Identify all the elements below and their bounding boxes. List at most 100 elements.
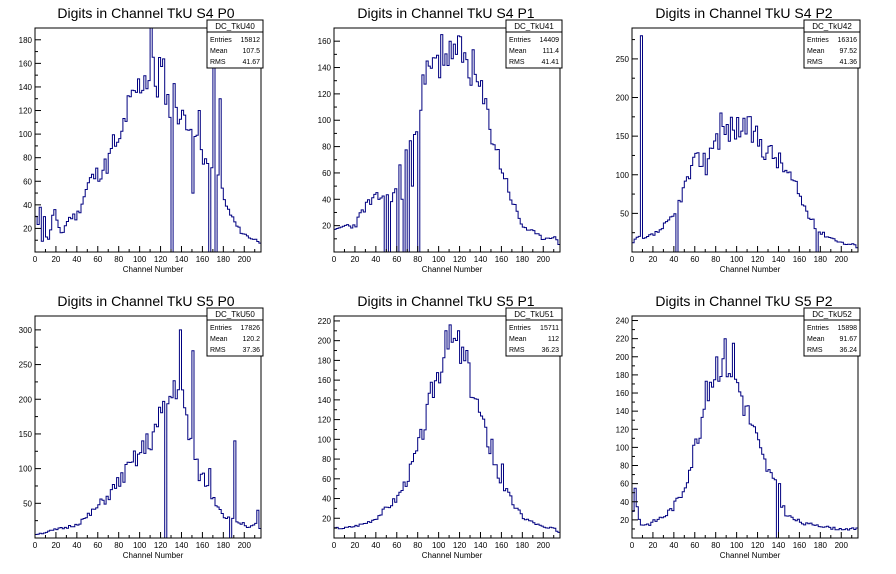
y-tick-label: 140 (318, 396, 332, 405)
histogram-panel: Digits in Channel TkU S5 P2 0 20 40 60 80 100 1… (616, 293, 861, 560)
histogram-panel: Digits in Channel TkU S4 P2 0 20 40 60 80 100 1… (616, 5, 861, 274)
histogram-line (34, 329, 262, 539)
plot-frame (631, 315, 859, 539)
y-tick-label: 200 (318, 337, 332, 346)
histogram-panel: Digits in Channel TkU S4 P1 0 20 40 60 80 100 1… (318, 5, 563, 274)
stats-name: DC_TkU41 (514, 22, 554, 31)
x-tick-label: 60 (690, 541, 699, 550)
y-tick-label: 40 (322, 195, 331, 204)
x-tick-label: 200 (238, 541, 252, 550)
histogram-title: Digits in Channel TkU S4 P2 (655, 5, 832, 21)
y-tick-label: 60 (322, 475, 331, 484)
stats-label: RMS (807, 347, 823, 354)
histogram-line (333, 34, 561, 253)
stats-name: DC_TkU51 (514, 310, 554, 319)
stats-box: DC_TkU41 Entries 14409 Mean 111.4 RMS 41.41 (505, 19, 563, 69)
stats-value: 41.36 (839, 59, 857, 66)
x-tick-label: 160 (793, 541, 807, 550)
x-tick-label: 140 (474, 541, 488, 550)
stats-label: Entries (210, 325, 232, 332)
x-tick-label: 0 (630, 541, 635, 550)
x-axis-label: Channel Number (123, 265, 184, 274)
x-tick-label: 100 (432, 255, 446, 264)
x-axis-label: Channel Number (422, 551, 483, 560)
x-tick-label: 140 (772, 255, 786, 264)
histogram-line (631, 338, 859, 539)
x-tick-label: 40 (72, 255, 81, 264)
y-tick-label: 100 (616, 171, 630, 180)
x-tick-label: 140 (175, 541, 189, 550)
stats-value: 15898 (838, 325, 858, 332)
x-tick-label: 200 (238, 255, 252, 264)
stats-label: RMS (509, 347, 525, 354)
x-tick-label: 140 (175, 255, 189, 264)
stats-label: Entries (807, 37, 829, 44)
y-tick-label: 250 (19, 361, 33, 370)
x-tick-label: 180 (217, 541, 231, 550)
x-tick-label: 0 (332, 255, 337, 264)
y-tick-label: 120 (616, 425, 630, 434)
stats-label: RMS (210, 347, 226, 354)
y-tick-label: 80 (322, 143, 331, 152)
histogram-title: Digits in Channel TkU S4 P1 (357, 5, 534, 21)
x-tick-label: 120 (453, 255, 467, 264)
x-tick-label: 80 (114, 255, 123, 264)
x-tick-label: 120 (453, 541, 467, 550)
y-tick-label: 20 (322, 514, 331, 523)
histogram-panel: Digits in Channel TkU S4 P0 0 20 40 60 80 100 1… (19, 5, 264, 274)
x-tick-label: 0 (332, 541, 337, 550)
y-tick-label: 100 (19, 465, 33, 474)
y-tick-label: 150 (19, 430, 33, 439)
x-tick-label: 100 (133, 255, 147, 264)
stats-label: Mean (509, 336, 527, 343)
x-tick-label: 200 (835, 255, 849, 264)
x-tick-label: 60 (93, 255, 102, 264)
y-tick-label: 220 (616, 335, 630, 344)
x-tick-label: 100 (730, 255, 744, 264)
y-tick-label: 160 (616, 389, 630, 398)
y-tick-label: 120 (19, 107, 33, 116)
y-tick-label: 20 (620, 516, 629, 525)
x-tick-label: 20 (350, 255, 359, 264)
stats-name: DC_TkU40 (215, 22, 255, 31)
stats-label: Entries (509, 325, 531, 332)
histogram-title: Digits in Channel TkU S4 P0 (57, 5, 234, 21)
x-tick-label: 180 (516, 541, 530, 550)
y-tick-label: 100 (19, 130, 33, 139)
x-tick-label: 200 (835, 541, 849, 550)
x-tick-label: 160 (196, 255, 210, 264)
stats-value: 36.23 (541, 347, 559, 354)
x-axis-label: Channel Number (720, 265, 781, 274)
y-tick-label: 140 (318, 64, 332, 73)
stats-box: DC_TkU40 Entries 15812 Mean 107.5 RMS 41.67 (206, 19, 264, 69)
stats-label: Entries (807, 325, 829, 332)
plot-frame (333, 27, 561, 253)
stats-value: 14409 (540, 37, 560, 44)
y-tick-label: 80 (23, 154, 32, 163)
y-tick-label: 200 (19, 395, 33, 404)
x-tick-label: 120 (751, 255, 765, 264)
stats-name: DC_TkU50 (215, 310, 255, 319)
stats-value: 15711 (540, 325, 559, 332)
y-tick-label: 300 (19, 326, 33, 335)
stats-label: RMS (509, 59, 525, 66)
x-tick-label: 180 (516, 255, 530, 264)
y-tick-label: 40 (23, 201, 32, 210)
y-tick-label: 100 (318, 116, 332, 125)
x-tick-label: 100 (133, 541, 147, 550)
stats-label: Mean (210, 48, 228, 55)
y-tick-label: 100 (318, 435, 332, 444)
stats-box-frame (803, 307, 861, 357)
histogram-line (631, 35, 859, 253)
stats-name: DC_TkU42 (812, 22, 852, 31)
stats-box: DC_TkU42 Entries 16316 Mean 97.52 RMS 41.36 (803, 19, 861, 69)
stats-value: 107.5 (242, 48, 260, 55)
x-tick-label: 160 (495, 541, 509, 550)
y-tick-label: 120 (318, 90, 332, 99)
plot-frame (34, 315, 262, 539)
y-tick-label: 220 (318, 317, 332, 326)
y-tick-label: 80 (322, 455, 331, 464)
y-tick-label: 40 (322, 495, 331, 504)
stats-value: 41.41 (541, 59, 559, 66)
x-tick-label: 80 (711, 255, 720, 264)
